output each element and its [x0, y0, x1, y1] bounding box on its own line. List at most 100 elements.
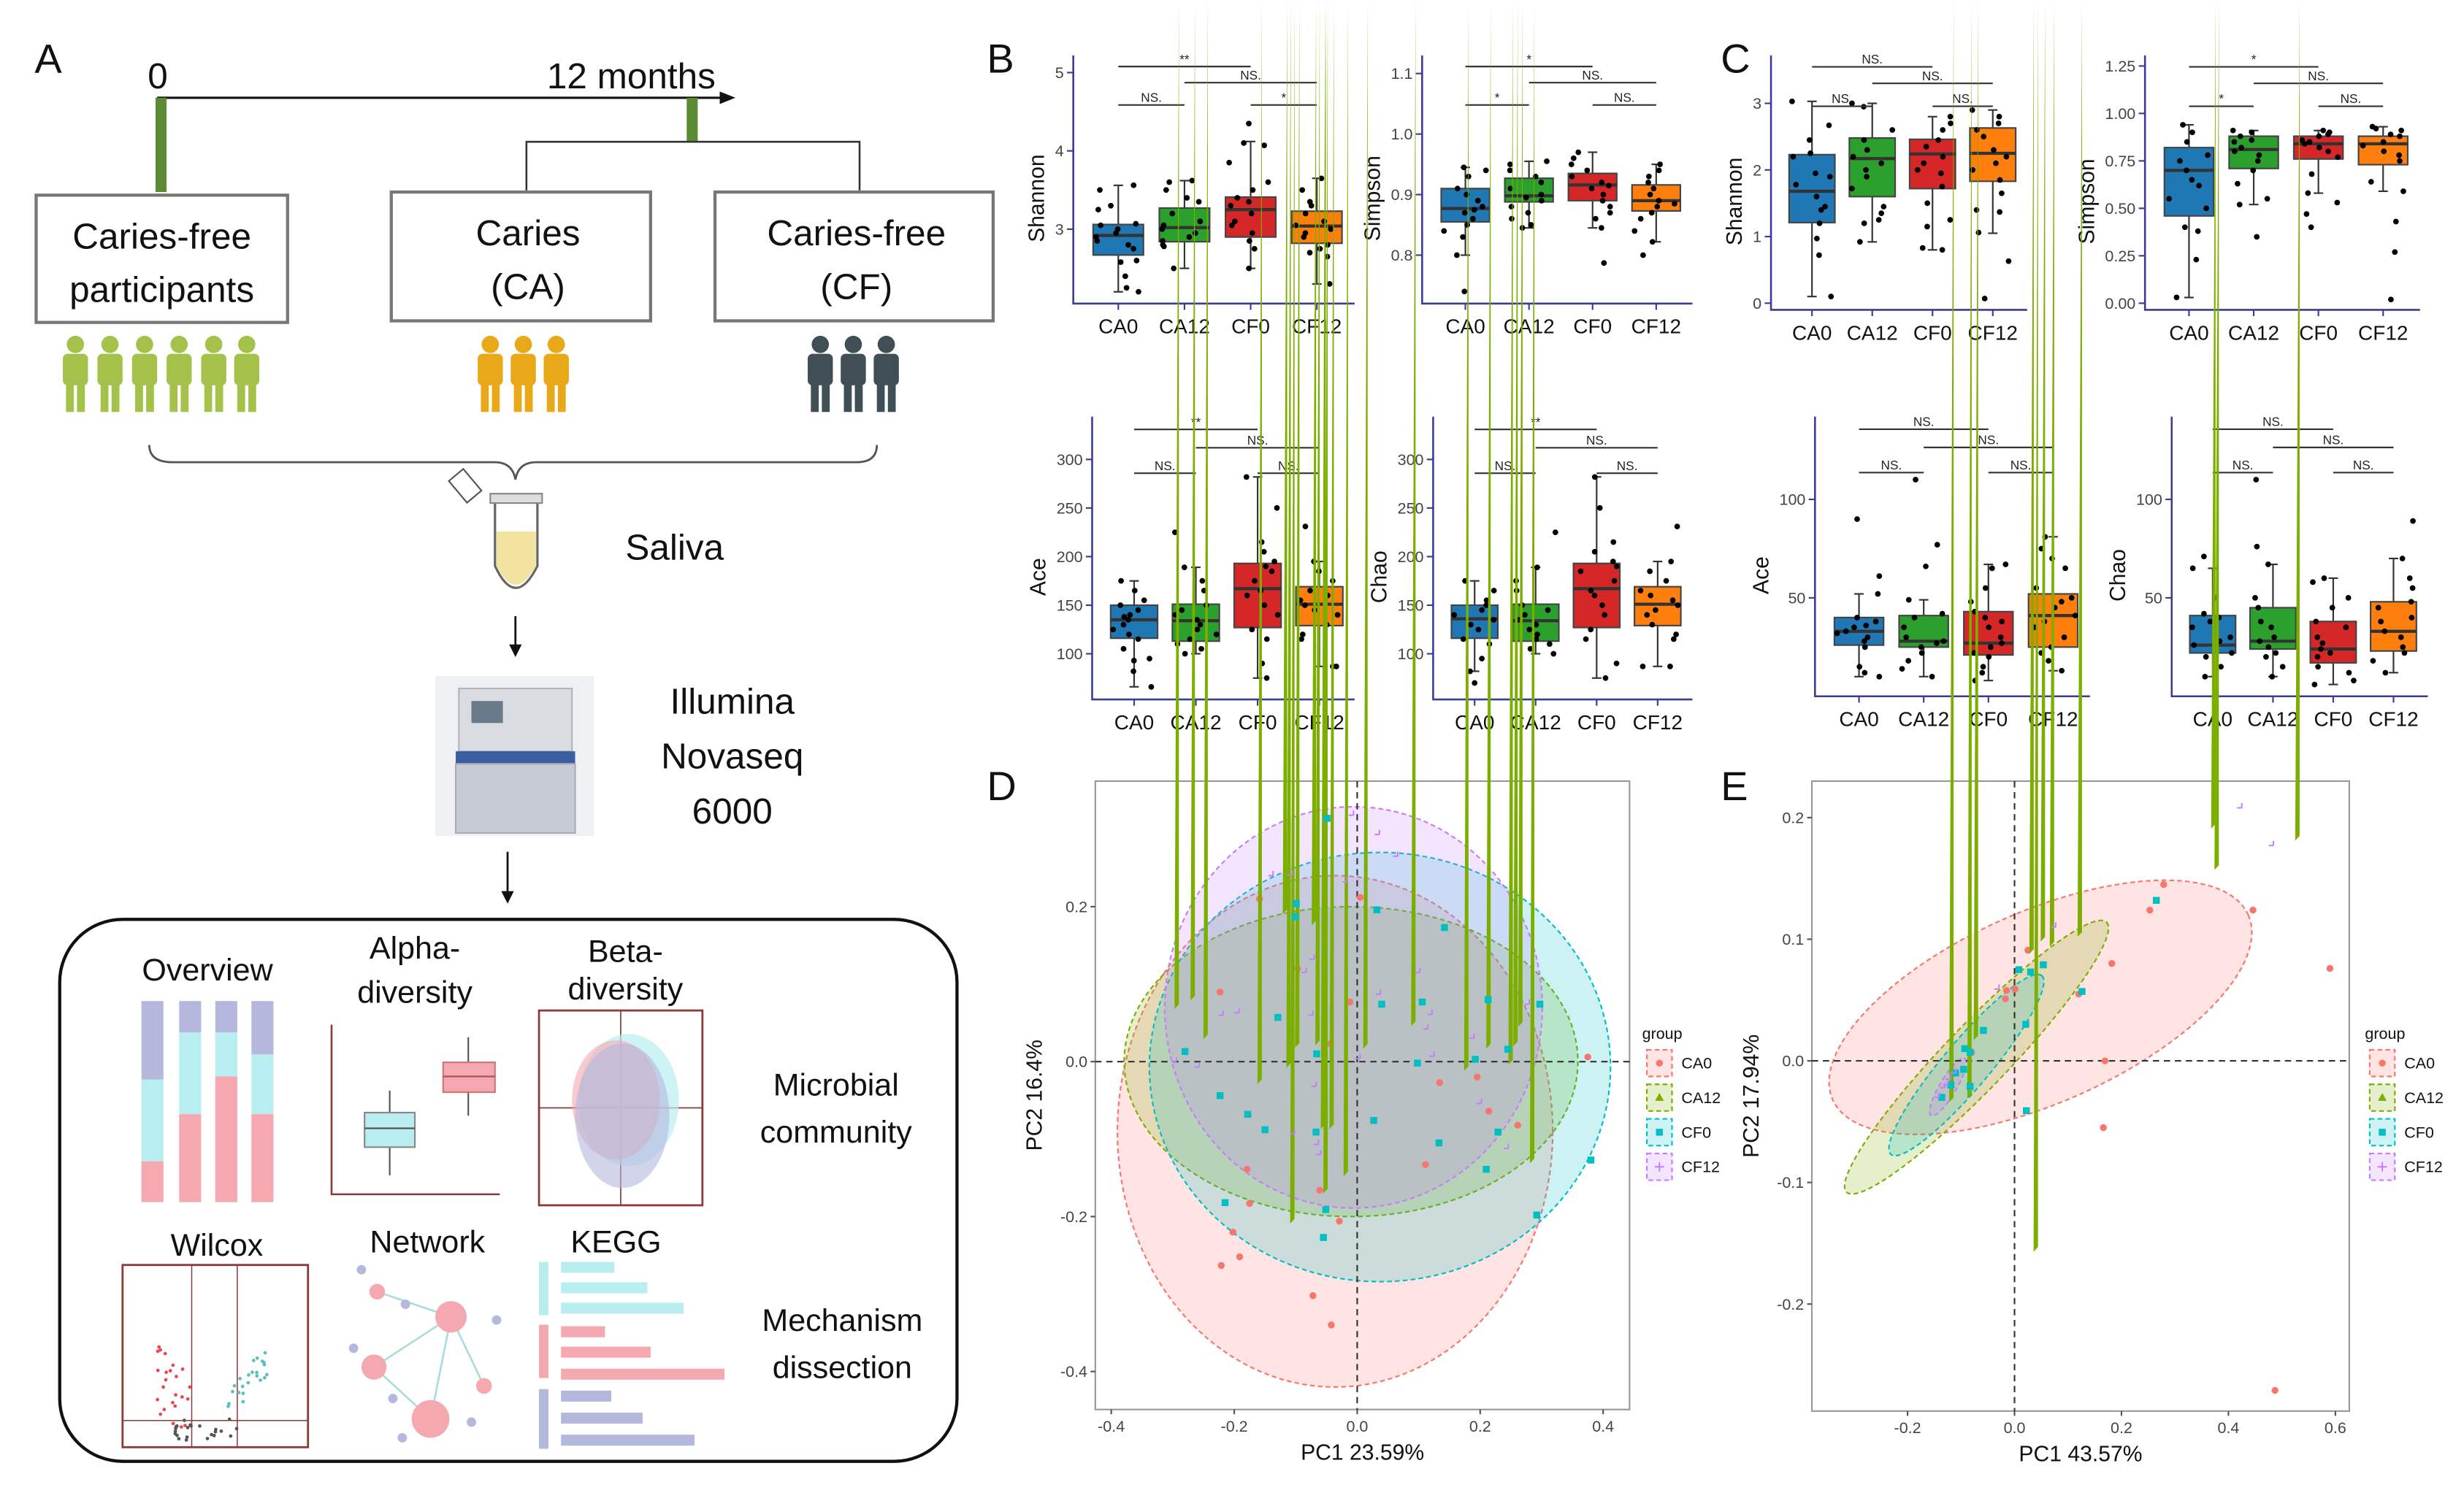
data-point: [1298, 636, 1304, 642]
data-point: [1194, 617, 1200, 623]
marker-square: [1966, 1048, 1974, 1056]
x-tick-label: CA0: [1098, 315, 1138, 338]
data-point: [1988, 644, 1994, 650]
data-point: [1120, 621, 1127, 628]
data-point: [1647, 568, 1653, 575]
volcano-point: [179, 1425, 183, 1429]
y-tick-label: 200: [1057, 548, 1083, 566]
y-tick-label: 300: [1398, 451, 1424, 469]
data-point: [1924, 223, 1930, 230]
data-point: [1507, 185, 1514, 192]
data-point: [2173, 294, 2180, 301]
volcano-point: [164, 1378, 168, 1382]
volcano-point: [198, 1424, 202, 1428]
beta-label-1: Beta-: [588, 934, 663, 969]
x-tick-label: 0.4: [1592, 1418, 1614, 1435]
y-tick-label: 1.00: [2105, 105, 2135, 123]
x-tick-label: CA0: [2169, 321, 2208, 344]
arrow-down-icon: [501, 891, 514, 904]
panel-label-d: D: [987, 763, 1016, 809]
data-point: [2396, 152, 2403, 158]
y-tick-label: 0.0: [1065, 1053, 1087, 1071]
data-point: [1991, 147, 1997, 153]
x-tick-label: CA12: [1159, 315, 1210, 338]
data-point: [1213, 632, 1220, 637]
x-tick-label: CA12: [2228, 321, 2279, 344]
y-tick-label: 0.75: [2105, 153, 2135, 170]
volcano-point: [161, 1385, 165, 1389]
data-point: [1653, 607, 1658, 613]
people-icons: [63, 335, 899, 412]
marker-triangle: [1363, 1, 1368, 1049]
data-point: [1989, 565, 1995, 572]
volcano-point: [227, 1402, 231, 1406]
volcano-point: [237, 1391, 241, 1394]
data-point: [2196, 183, 2203, 189]
data-point: [1507, 161, 1513, 168]
data-point: [1098, 222, 1103, 229]
data-point: [1789, 99, 1795, 104]
marker-plus: [1348, 810, 1355, 816]
data-point: [1593, 215, 1599, 222]
data-point: [1461, 164, 1467, 171]
data-point: [1507, 167, 1513, 174]
significance-label: NS.: [1952, 91, 1973, 106]
data-point: [1308, 202, 1315, 209]
marker-triangle: [1949, 1, 1954, 1102]
data-point: [1649, 621, 1656, 628]
timeline-marker-12m: [686, 97, 698, 142]
data-point: [2250, 167, 2257, 174]
marker-circle: [1356, 894, 1364, 901]
data-point: [1160, 243, 1167, 250]
volcano-point: [158, 1348, 163, 1352]
volcano-point: [251, 1359, 256, 1362]
data-point: [1997, 209, 2003, 215]
volcano-point: [157, 1345, 161, 1349]
legend-label: CF0: [2404, 1124, 2434, 1141]
data-point: [1939, 247, 1945, 253]
data-point: [1131, 588, 1138, 594]
legend-label: CF12: [2404, 1159, 2443, 1176]
data-point: [2181, 224, 2188, 231]
data-point: [1903, 634, 1909, 640]
data-point: [1657, 161, 1664, 168]
data-point: [2375, 604, 2381, 611]
marker-circle: [2160, 880, 2168, 888]
sequencer-machine-icon: [435, 675, 594, 837]
data-point: [1181, 564, 1187, 570]
data-point: [2335, 154, 2341, 161]
data-point: [1226, 159, 1232, 166]
marker-circle: [1485, 1107, 1493, 1115]
data-point: [1125, 242, 1131, 248]
significance-label: NS.: [1832, 91, 1853, 106]
data-point: [1982, 615, 1989, 621]
volcano-point: [229, 1434, 233, 1438]
box-ca12: [1158, 207, 1211, 243]
data-point: [1547, 641, 1553, 647]
data-point: [1905, 596, 1912, 603]
data-point: [1545, 607, 1551, 613]
x-tick-label: CA12: [2247, 708, 2298, 731]
marker-triangle: [1508, 1, 1513, 1065]
data-point: [1856, 239, 1863, 245]
marker-triangle: [1518, 1, 1523, 1027]
data-point: [1878, 160, 1884, 166]
data-point: [2189, 624, 2195, 631]
data-point: [2205, 152, 2211, 158]
timeline-arrowhead-icon: [719, 91, 736, 104]
y-tick-label: 0.1: [1782, 931, 1804, 948]
data-point: [1982, 585, 1989, 591]
data-point: [2346, 669, 2352, 676]
data-point: [2203, 653, 2209, 660]
marker-square: [1961, 1045, 1969, 1053]
data-point: [1607, 204, 1613, 210]
volcano-point: [226, 1405, 230, 1408]
marker-plus: [1375, 989, 1382, 995]
data-point: [1599, 602, 1605, 608]
data-point: [1673, 632, 1679, 637]
legend-key-ca0: [2368, 1048, 2396, 1078]
marker-plus: [1469, 1033, 1475, 1040]
volcano-point: [174, 1393, 177, 1397]
marker-circle: [1246, 1199, 1253, 1208]
